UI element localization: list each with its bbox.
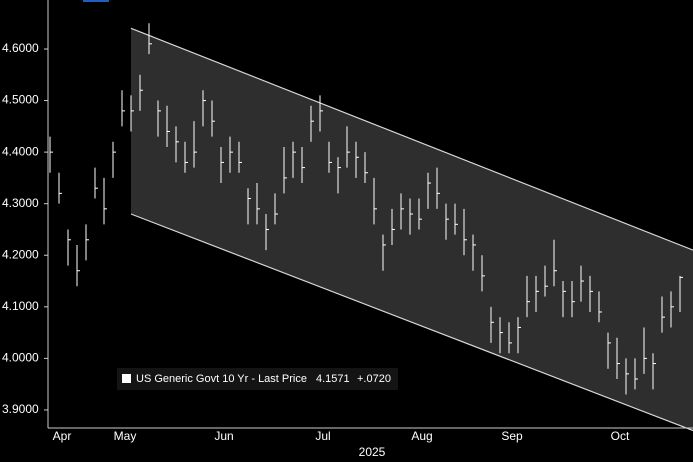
x-tick-label: Oct	[611, 429, 630, 443]
y-tick-label: 4.1000	[2, 299, 39, 313]
x-tick-label: Sep	[501, 429, 523, 443]
x-tick-label: Apr	[53, 429, 72, 443]
y-tick-label: 3.9000	[2, 402, 39, 416]
y-tick-label: 4.6000	[2, 41, 39, 55]
y-tick-label: 4.4000	[2, 144, 39, 158]
channel-area	[131, 28, 693, 431]
legend-change: +.0720	[357, 373, 391, 385]
y-tick-label: 4.2000	[2, 247, 39, 261]
legend-box	[117, 368, 398, 390]
tab-indicator	[83, 0, 109, 2]
legend-label: US Generic Govt 10 Yr - Last Price	[136, 373, 307, 385]
legend-swatch	[122, 374, 131, 383]
plot	[49, 23, 693, 432]
x-tick-label: Jun	[214, 429, 233, 443]
channel-lower	[130, 213, 693, 432]
x-axis-label: 2025	[359, 445, 386, 459]
x-tick-label: May	[114, 429, 137, 443]
x-tick-label: Jul	[315, 429, 330, 443]
y-tick-label: 4.0000	[2, 351, 39, 365]
y-tick-label: 4.3000	[2, 196, 39, 210]
legend-last: 4.1571	[316, 373, 350, 385]
channel-upper	[130, 27, 693, 251]
legend: US Generic Govt 10 Yr - Last Price 4.157…	[117, 368, 398, 390]
y-tick-label: 4.5000	[2, 93, 39, 107]
x-tick-label: Aug	[411, 429, 432, 443]
